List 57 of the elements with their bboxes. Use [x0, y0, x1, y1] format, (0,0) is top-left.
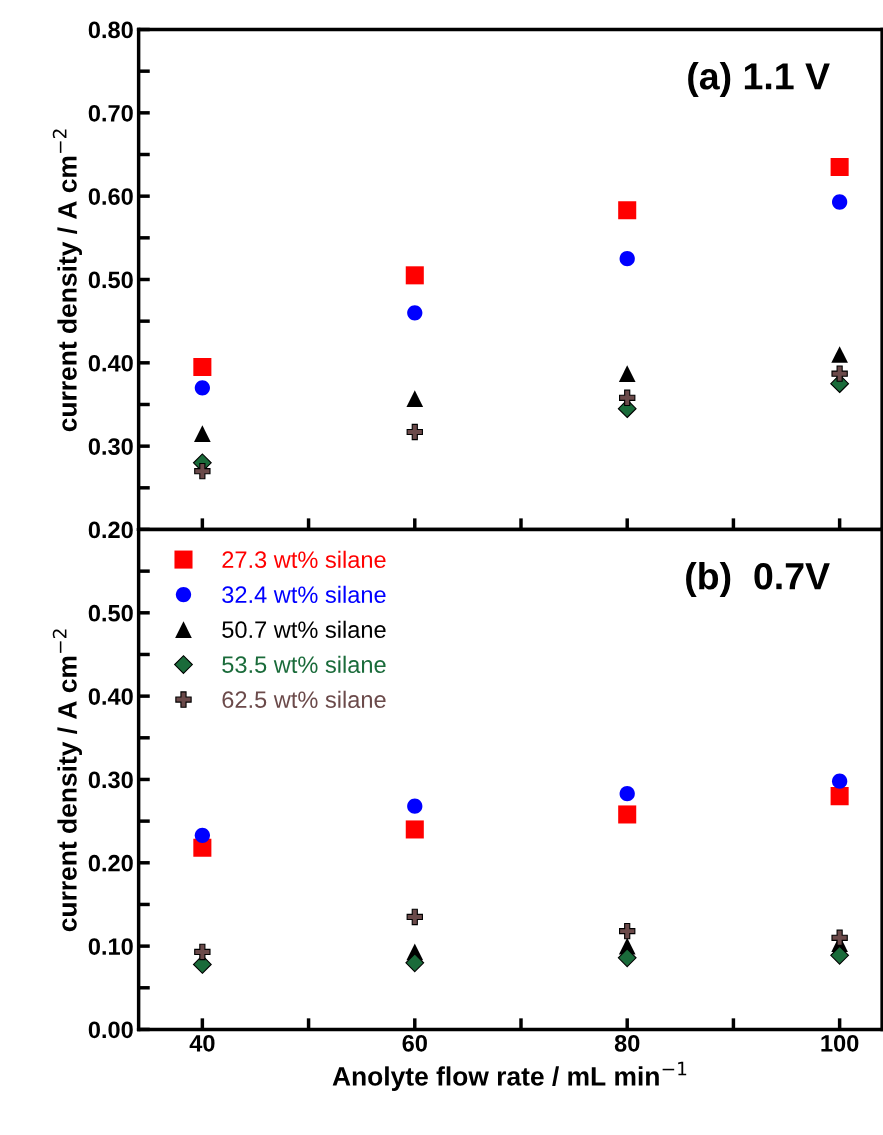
y-tick-label: 0.20 — [88, 521, 133, 539]
legend-label: 32.4 wt% silane — [222, 585, 386, 604]
point — [194, 380, 210, 396]
point — [831, 773, 848, 789]
point — [831, 365, 848, 382]
x-tick-label: 40 — [189, 1034, 215, 1052]
legend-label: 50.7 wt% silane — [222, 620, 386, 639]
point — [405, 953, 425, 973]
point — [830, 945, 850, 965]
legend-label: 53.5 wt% silane — [222, 655, 386, 674]
y-tick-label: 0.20 — [88, 854, 133, 872]
point — [831, 346, 848, 363]
y-tick-label: 0.80 — [88, 21, 133, 39]
x-tick-label: 100 — [821, 1034, 859, 1052]
point — [405, 266, 424, 285]
x-tick-label: 60 — [402, 1034, 427, 1052]
annotation: (b) 0.7V — [686, 562, 830, 597]
y-tick-label: 0.50 — [88, 271, 133, 289]
point — [194, 462, 211, 480]
point — [619, 922, 636, 940]
point — [618, 365, 636, 382]
legend-label: 62.5 wt% silane — [222, 690, 386, 709]
point — [831, 194, 848, 210]
point — [830, 157, 849, 177]
point — [830, 787, 849, 806]
y-tick-label: 0.00 — [88, 1021, 133, 1039]
y-tick-label: 0.40 — [88, 688, 133, 705]
y-axis-title: current density / A cm$^{−2}$ — [52, 629, 82, 932]
point — [619, 251, 635, 267]
point — [405, 820, 424, 839]
y-tick-label: 0.30 — [88, 438, 133, 455]
point — [406, 908, 423, 926]
point — [407, 798, 423, 814]
y-axis-title: current density / A cm$^{−2}$ — [52, 129, 82, 432]
point — [617, 948, 637, 968]
point — [406, 390, 424, 407]
legend-label: 27.3 wt% silane — [222, 550, 386, 569]
annotation: (a) 1.1 V — [688, 62, 830, 97]
point — [407, 305, 423, 321]
point — [194, 943, 211, 961]
point — [406, 423, 423, 441]
point — [831, 929, 848, 946]
point — [619, 785, 635, 802]
y-tick-label: 0.40 — [88, 354, 133, 372]
point — [618, 201, 637, 220]
x-axis-title: Anolyte flow rate / mL min$^{−1}$ — [332, 1061, 687, 1091]
y-tick-label: 0.30 — [88, 771, 133, 789]
y-tick-label: 0.50 — [88, 604, 133, 622]
x-tick-label: 80 — [614, 1034, 640, 1052]
point — [193, 357, 212, 377]
point — [194, 425, 211, 442]
point — [619, 389, 636, 407]
y-tick-label: 0.60 — [88, 188, 133, 205]
point — [194, 827, 210, 843]
y-tick-label: 0.10 — [88, 938, 133, 955]
point — [618, 805, 637, 824]
y-tick-label: 0.70 — [88, 104, 133, 122]
